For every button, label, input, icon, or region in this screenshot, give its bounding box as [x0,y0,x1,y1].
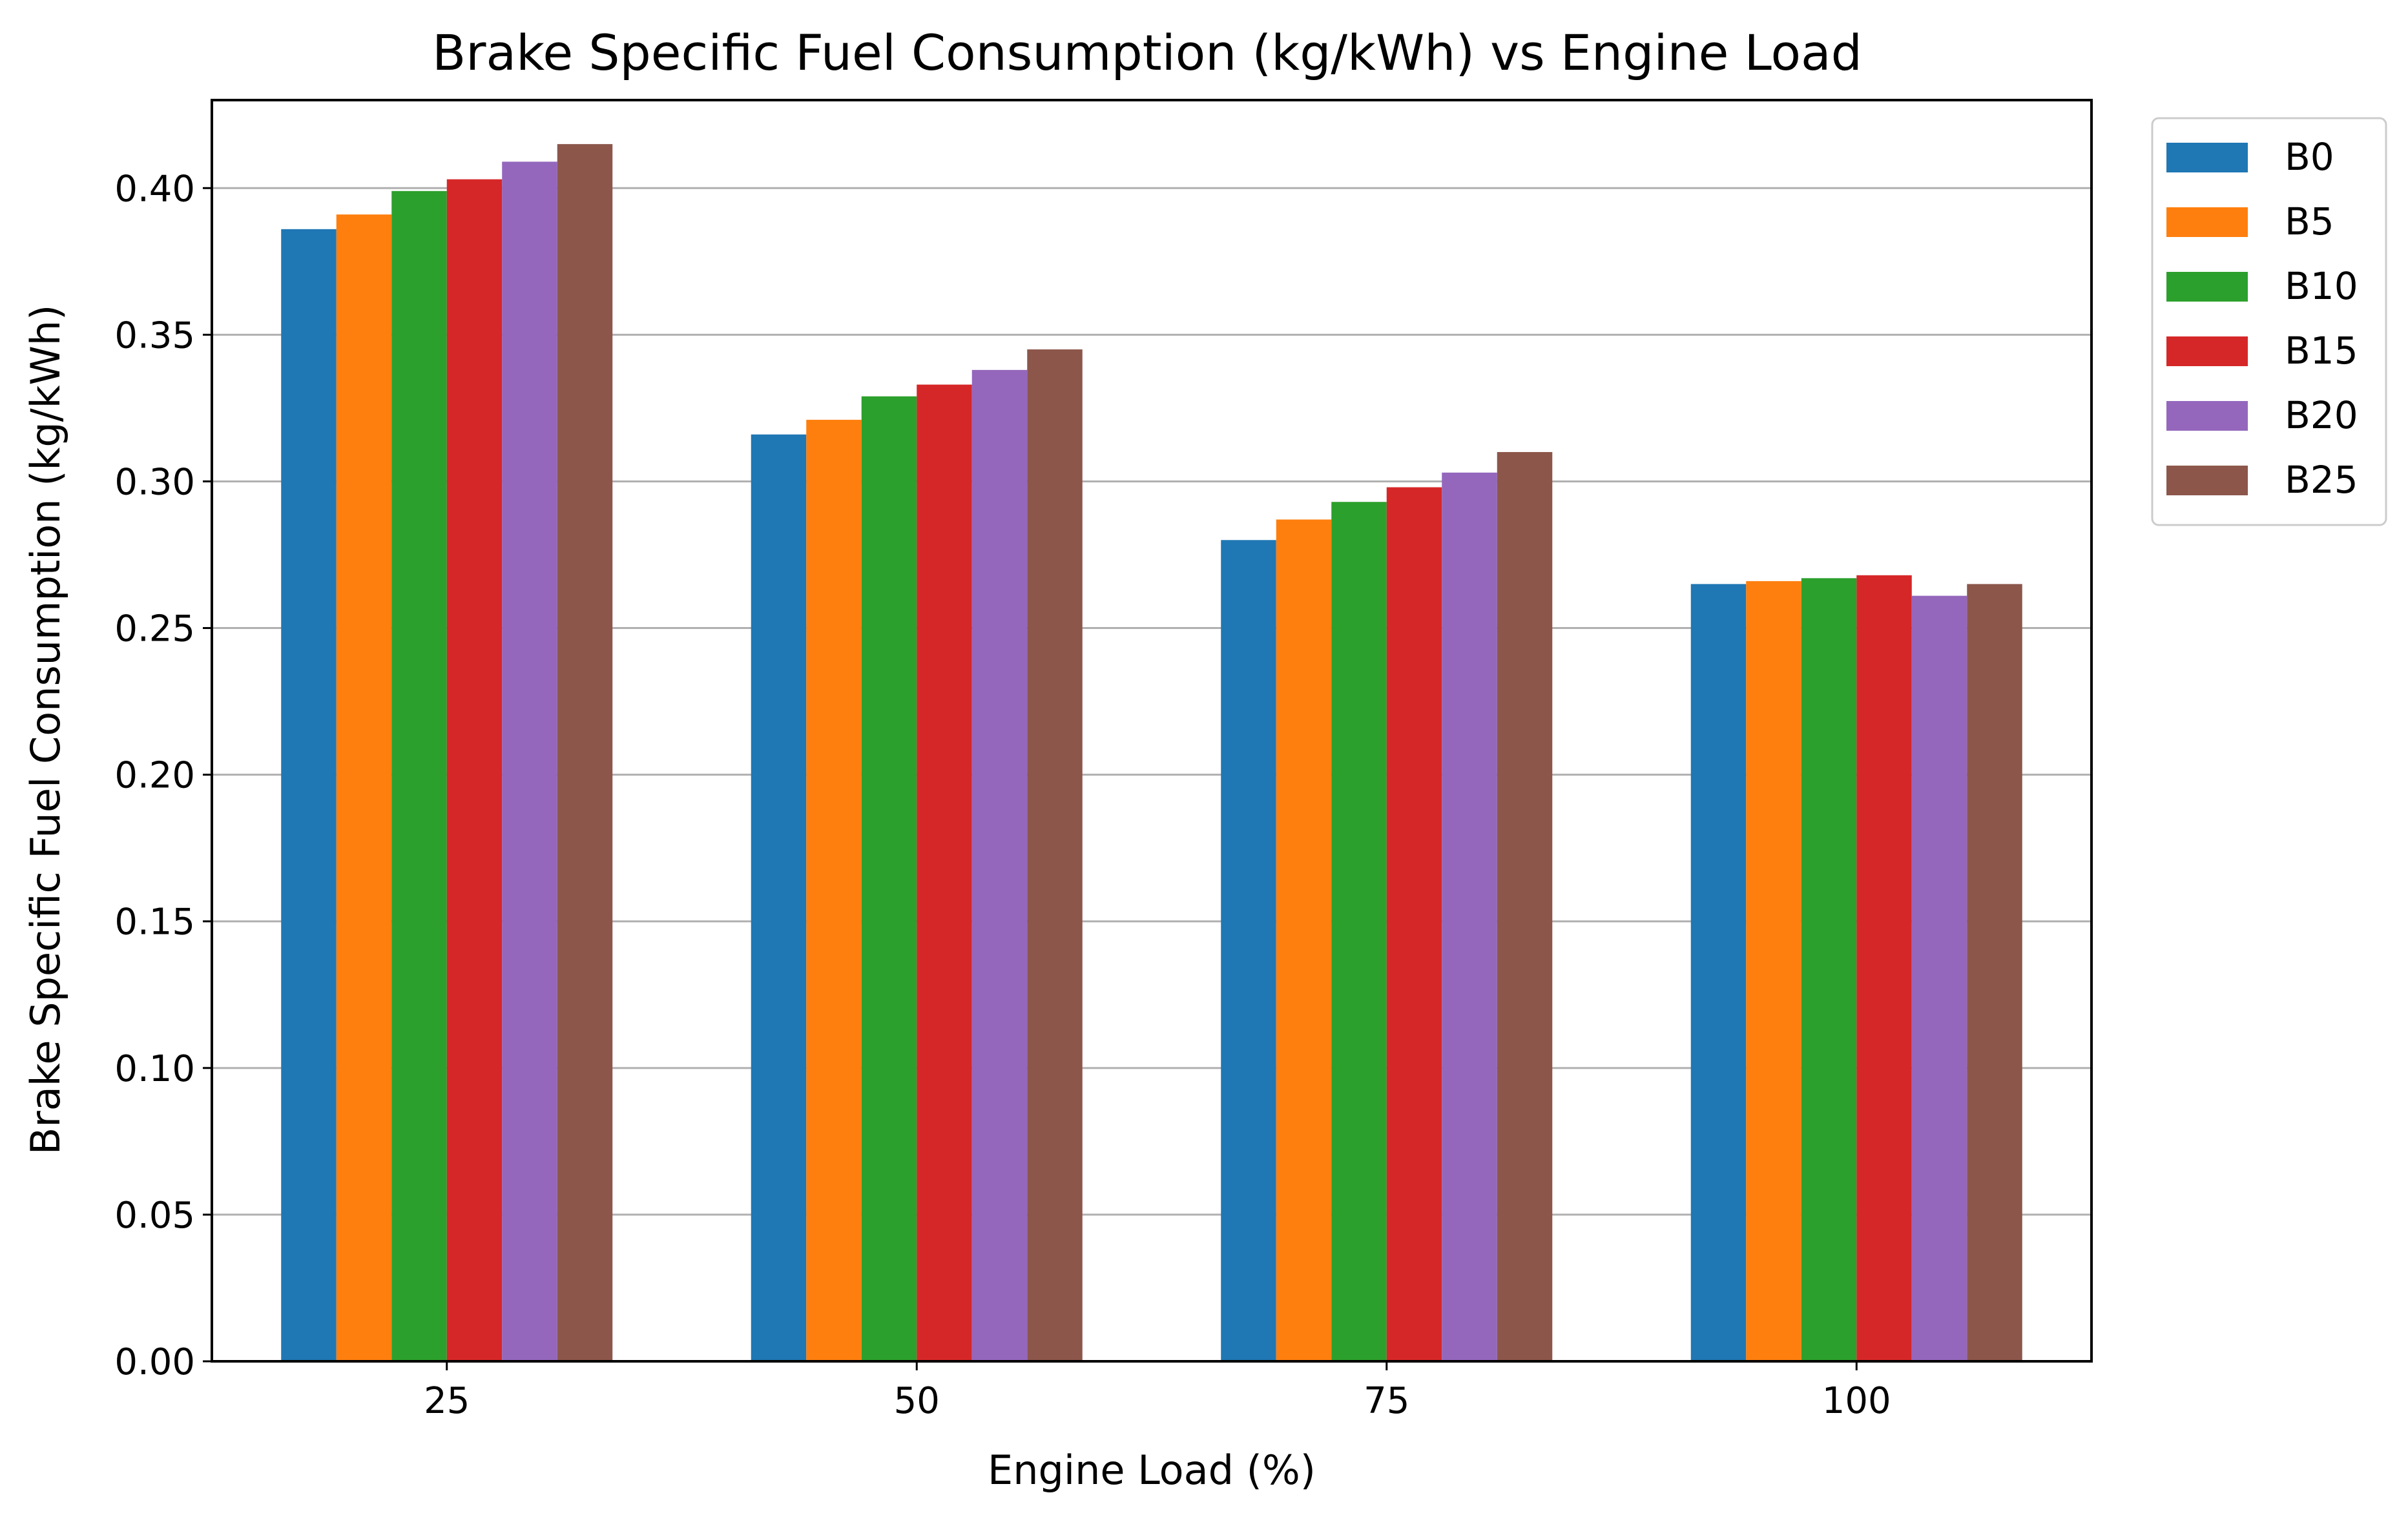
legend-swatch-b0 [2166,143,2248,172]
bars [281,144,2022,1362]
x-tick-label: 100 [1822,1380,1891,1422]
bar-b10-load-100 [1801,578,1857,1361]
legend-label-b10: B10 [2285,264,2358,308]
y-tick-label: 0.05 [114,1195,195,1237]
bar-b20-load-50 [971,369,1028,1362]
bar-b15-load-50 [917,384,972,1361]
bar-b10-load-75 [1331,502,1387,1361]
bar-b0-load-50 [751,434,807,1361]
bar-b15-load-25 [446,179,503,1361]
x-tick-label: 25 [424,1380,470,1422]
legend-label-b20: B20 [2285,393,2358,437]
x-tick-label: 50 [894,1380,940,1422]
legend: B0 B5 B10 B15 B20 B25 [2151,117,2387,526]
y-tick-label: 0.40 [114,168,195,210]
x-axis-label: Engine Load (%) [988,1447,1316,1494]
bar-b20-load-100 [1911,595,1967,1361]
x-tick-label: 75 [1364,1380,1409,1422]
bar-b0-load-100 [1690,584,1747,1361]
legend-swatch-b5 [2166,207,2248,237]
legend-swatch-b15 [2166,336,2248,366]
bar-b25-load-50 [1027,349,1083,1362]
legend-label-b15: B15 [2285,329,2358,373]
y-tick-label: 0.20 [114,755,195,797]
bar-b5-load-50 [806,420,862,1362]
bar-b25-load-75 [1497,452,1553,1362]
bar-b15-load-100 [1856,575,1912,1361]
y-tick-label: 0.25 [114,608,195,650]
bar-b15-load-75 [1386,487,1442,1361]
bar-b0-load-75 [1221,540,1276,1361]
bar-b20-load-25 [502,161,557,1362]
bar-b5-load-25 [336,214,392,1361]
legend-label-b5: B5 [2285,200,2334,243]
bar-b10-load-25 [391,191,447,1362]
bar-b20-load-75 [1442,472,1497,1361]
legend-label-b0: B0 [2285,135,2334,179]
y-axis-label: Brake Specific Fuel Consumption (kg/kWh) [22,305,69,1155]
bar-b5-load-75 [1276,519,1332,1361]
bar-b10-load-50 [861,396,917,1361]
legend-swatch-b20 [2166,401,2248,431]
x-axis-ticks: 25 50 75 100 [424,1361,1891,1422]
legend-swatch-b10 [2166,272,2248,302]
legend-swatch-b25 [2166,466,2248,495]
y-tick-label: 0.35 [114,314,195,356]
chart-title: Brake Specific Fuel Consumption (kg/kWh)… [432,24,1862,81]
plot-area-frame [211,99,2093,1363]
y-tick-label: 0.00 [114,1341,195,1383]
bar-b0-load-25 [281,229,337,1362]
bar-b25-load-100 [1967,584,2022,1361]
bar-b25-load-25 [557,144,613,1361]
y-axis-ticks: 0.00 0.05 0.10 0.15 0.20 0.25 0.30 0.35 0.40 [114,168,212,1383]
legend-label-b25: B25 [2285,458,2358,502]
y-tick-label: 0.30 [114,461,195,503]
y-tick-label: 0.10 [114,1048,195,1090]
y-tick-label: 0.15 [114,902,195,943]
bar-b5-load-100 [1746,581,1801,1361]
